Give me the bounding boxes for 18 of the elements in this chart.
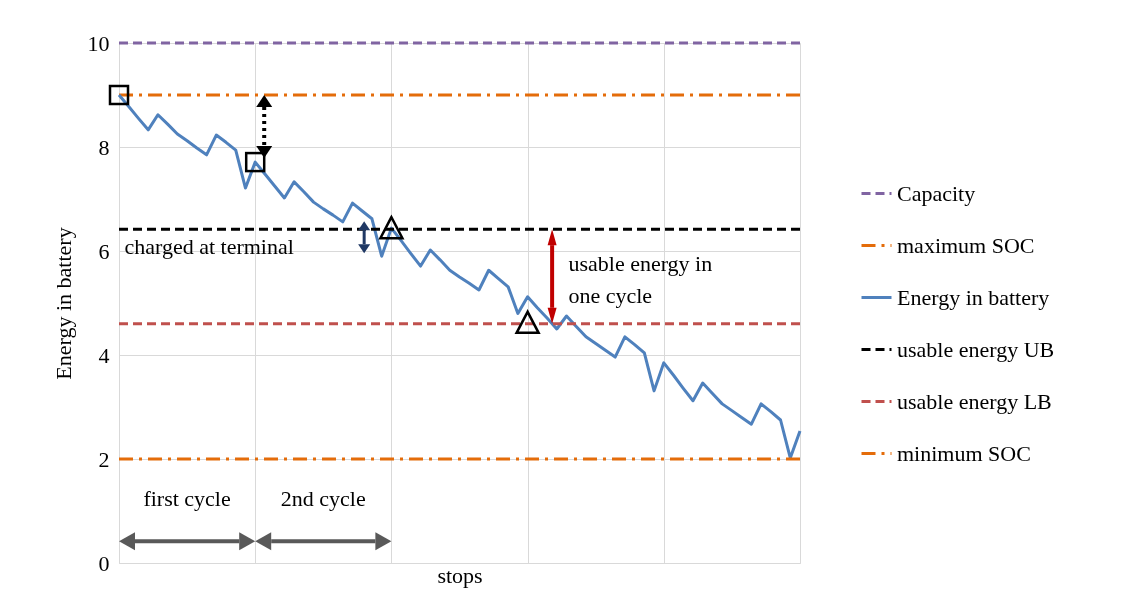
y-tick-label: 8 xyxy=(98,134,110,160)
annotation: 2nd cycle xyxy=(280,485,366,511)
legend-label: usable energy UB xyxy=(897,336,1055,362)
legend-label: Energy in battery xyxy=(897,284,1050,310)
annotation: charged at terminal xyxy=(124,234,294,260)
y-tick-label: 6 xyxy=(98,238,110,264)
legend-label: usable energy LB xyxy=(897,388,1052,414)
legend-label: maximum SOC xyxy=(897,232,1035,258)
y-axis-title: Energy in battery xyxy=(50,227,76,380)
annotation: usable energy in one cycle xyxy=(568,251,713,309)
y-tick-label: 10 xyxy=(87,30,110,56)
annotation: first cycle xyxy=(143,485,231,511)
y-tick-label: 4 xyxy=(98,342,110,368)
y-tick-label: 0 xyxy=(98,550,110,576)
y-tick-label: 2 xyxy=(98,446,110,472)
legend-label: minimum SOC xyxy=(897,440,1031,466)
legend-label: Capacity xyxy=(897,180,976,206)
x-axis-title: stops xyxy=(437,562,483,588)
